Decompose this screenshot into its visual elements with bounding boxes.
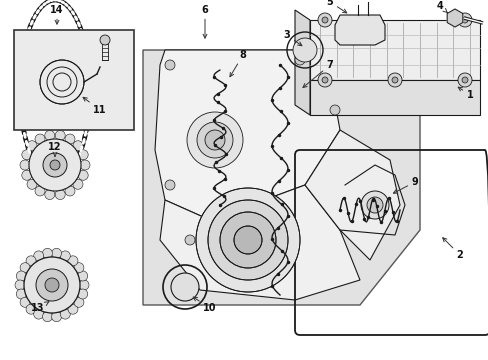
Text: 11: 11 xyxy=(83,97,106,115)
Circle shape xyxy=(68,304,78,314)
Circle shape xyxy=(50,160,60,170)
Circle shape xyxy=(78,150,88,160)
Circle shape xyxy=(184,235,195,245)
Circle shape xyxy=(457,13,471,27)
Circle shape xyxy=(360,191,388,219)
Text: 6: 6 xyxy=(201,5,208,38)
Polygon shape xyxy=(160,185,359,300)
Circle shape xyxy=(164,180,175,190)
Circle shape xyxy=(55,190,65,199)
Circle shape xyxy=(321,17,327,23)
Circle shape xyxy=(321,77,327,83)
Circle shape xyxy=(73,179,83,189)
Circle shape xyxy=(22,150,32,160)
Circle shape xyxy=(45,278,59,292)
Text: 13: 13 xyxy=(31,302,49,313)
Circle shape xyxy=(51,312,61,322)
Circle shape xyxy=(55,130,65,140)
Text: 1: 1 xyxy=(457,87,472,100)
Circle shape xyxy=(74,263,84,273)
Circle shape xyxy=(317,13,331,27)
Circle shape xyxy=(36,269,68,301)
Circle shape xyxy=(387,73,401,87)
Circle shape xyxy=(20,297,30,307)
Polygon shape xyxy=(334,15,384,45)
Circle shape xyxy=(80,160,90,170)
Text: 5: 5 xyxy=(326,0,346,13)
Text: 3: 3 xyxy=(283,30,301,46)
Circle shape xyxy=(45,130,55,140)
Polygon shape xyxy=(142,50,419,305)
Circle shape xyxy=(78,271,87,281)
Circle shape xyxy=(16,271,26,281)
Circle shape xyxy=(27,179,37,189)
Circle shape xyxy=(78,170,88,180)
Circle shape xyxy=(43,153,67,177)
Circle shape xyxy=(79,280,89,290)
Circle shape xyxy=(26,304,36,314)
Circle shape xyxy=(164,60,175,70)
Circle shape xyxy=(24,257,80,313)
Circle shape xyxy=(317,73,331,87)
Circle shape xyxy=(171,273,199,301)
Circle shape xyxy=(15,280,25,290)
Circle shape xyxy=(65,186,75,196)
Circle shape xyxy=(42,248,52,258)
Circle shape xyxy=(196,188,299,292)
Polygon shape xyxy=(294,10,309,115)
Circle shape xyxy=(68,256,78,266)
Text: 9: 9 xyxy=(393,177,418,193)
Circle shape xyxy=(20,263,30,273)
Circle shape xyxy=(186,112,243,168)
Text: 12: 12 xyxy=(48,142,61,157)
Text: 7: 7 xyxy=(303,60,333,87)
Circle shape xyxy=(27,141,37,151)
Circle shape xyxy=(220,212,275,268)
Circle shape xyxy=(197,122,232,158)
Polygon shape xyxy=(447,9,462,27)
Circle shape xyxy=(34,251,43,261)
Circle shape xyxy=(204,130,224,150)
Circle shape xyxy=(457,73,471,87)
Circle shape xyxy=(234,226,262,254)
Circle shape xyxy=(78,289,87,299)
Circle shape xyxy=(391,77,397,83)
Circle shape xyxy=(34,309,43,319)
Circle shape xyxy=(35,134,45,144)
Circle shape xyxy=(60,251,70,261)
Circle shape xyxy=(65,134,75,144)
Circle shape xyxy=(100,35,110,45)
Circle shape xyxy=(45,190,55,199)
Circle shape xyxy=(74,297,84,307)
Circle shape xyxy=(26,256,36,266)
Circle shape xyxy=(29,139,81,191)
Circle shape xyxy=(42,312,52,322)
Text: 4: 4 xyxy=(436,1,447,13)
Circle shape xyxy=(329,105,339,115)
Circle shape xyxy=(51,248,61,258)
Text: 10: 10 xyxy=(193,297,216,313)
Polygon shape xyxy=(155,50,339,220)
Text: 8: 8 xyxy=(229,50,246,77)
Circle shape xyxy=(207,200,287,280)
Circle shape xyxy=(461,77,467,83)
Text: 2: 2 xyxy=(442,238,463,260)
Polygon shape xyxy=(309,80,479,115)
Circle shape xyxy=(35,186,45,196)
Circle shape xyxy=(366,197,382,213)
Circle shape xyxy=(16,289,26,299)
Circle shape xyxy=(60,309,70,319)
Polygon shape xyxy=(305,130,399,260)
Circle shape xyxy=(461,17,467,23)
Circle shape xyxy=(22,170,32,180)
Polygon shape xyxy=(309,20,479,80)
Circle shape xyxy=(20,160,30,170)
Circle shape xyxy=(73,141,83,151)
Circle shape xyxy=(294,55,305,65)
Text: 14: 14 xyxy=(50,5,63,24)
Circle shape xyxy=(292,38,316,62)
FancyBboxPatch shape xyxy=(14,30,134,130)
